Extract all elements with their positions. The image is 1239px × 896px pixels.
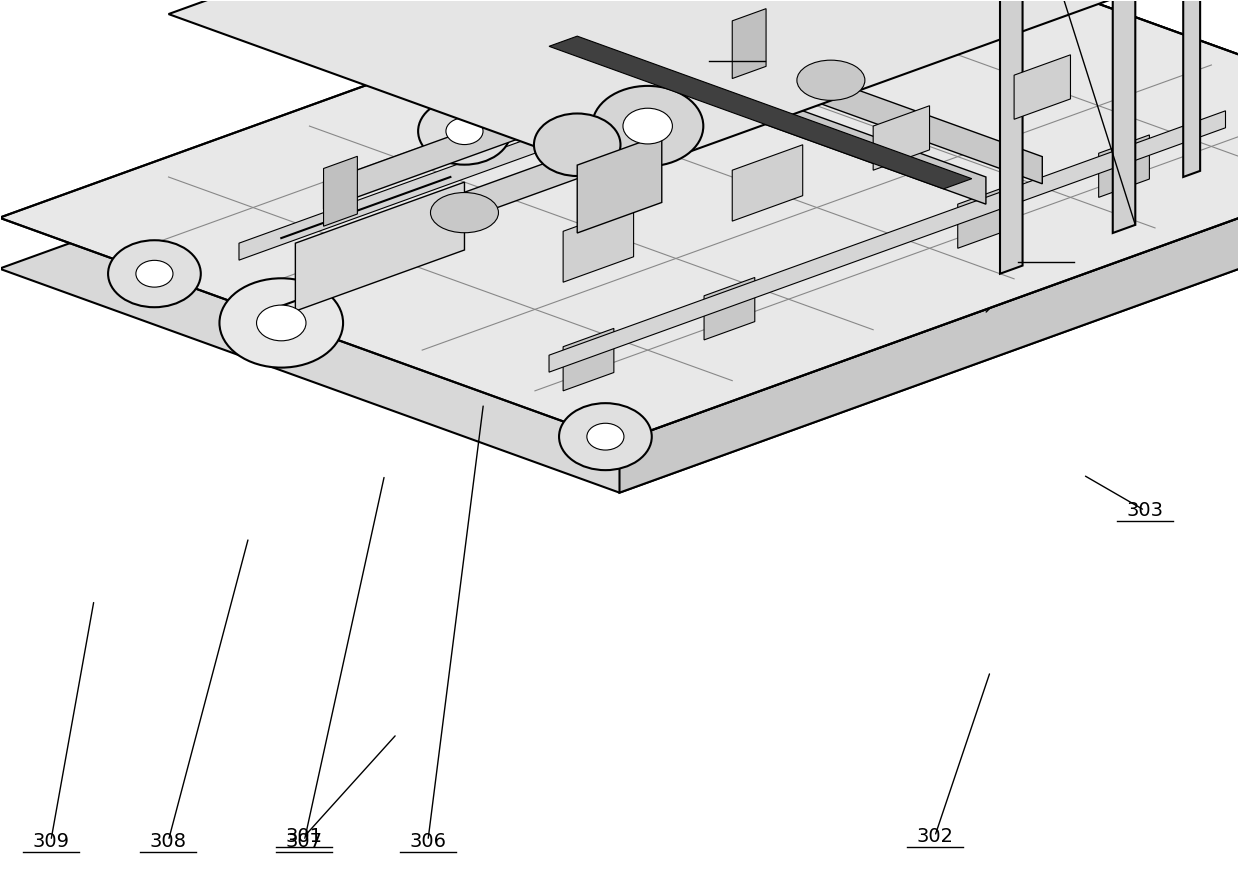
Polygon shape (577, 134, 662, 233)
Polygon shape (1014, 55, 1070, 119)
Text: 301: 301 (286, 827, 323, 846)
Polygon shape (958, 185, 1009, 248)
Ellipse shape (534, 114, 621, 176)
Polygon shape (239, 0, 916, 260)
Polygon shape (422, 0, 986, 204)
Polygon shape (1113, 0, 1135, 233)
Polygon shape (1099, 135, 1150, 197)
Ellipse shape (219, 279, 343, 367)
Polygon shape (408, 0, 1141, 240)
Polygon shape (549, 111, 1225, 372)
Polygon shape (564, 206, 633, 282)
Polygon shape (704, 278, 755, 340)
Polygon shape (0, 0, 1239, 493)
Polygon shape (478, 0, 1042, 184)
Ellipse shape (559, 403, 652, 470)
Polygon shape (323, 156, 357, 226)
Polygon shape (732, 145, 803, 221)
Text: 306: 306 (409, 831, 446, 850)
Ellipse shape (430, 193, 498, 233)
Text: 307: 307 (286, 831, 323, 850)
Text: 305: 305 (719, 41, 756, 60)
Text: 303: 303 (1126, 501, 1163, 520)
Polygon shape (169, 0, 1239, 177)
Ellipse shape (813, 0, 906, 53)
Polygon shape (845, 0, 1239, 187)
Polygon shape (323, 0, 1057, 210)
Ellipse shape (623, 108, 673, 144)
Text: 309: 309 (32, 831, 69, 850)
Polygon shape (873, 106, 929, 170)
Polygon shape (620, 136, 1239, 493)
Polygon shape (1183, 0, 1201, 177)
Ellipse shape (592, 86, 704, 167)
Polygon shape (549, 36, 971, 189)
Polygon shape (732, 9, 766, 79)
Ellipse shape (840, 5, 877, 32)
Polygon shape (564, 328, 613, 391)
Polygon shape (0, 0, 1239, 442)
Ellipse shape (256, 305, 306, 340)
Text: 304: 304 (1027, 242, 1064, 261)
Text: 308: 308 (150, 831, 187, 850)
Ellipse shape (587, 423, 624, 450)
Polygon shape (295, 182, 465, 311)
Ellipse shape (797, 60, 865, 100)
Ellipse shape (108, 240, 201, 307)
Ellipse shape (136, 261, 173, 287)
Ellipse shape (418, 98, 510, 165)
Text: 302: 302 (916, 827, 953, 846)
Ellipse shape (446, 117, 483, 144)
Polygon shape (1000, 0, 1022, 274)
